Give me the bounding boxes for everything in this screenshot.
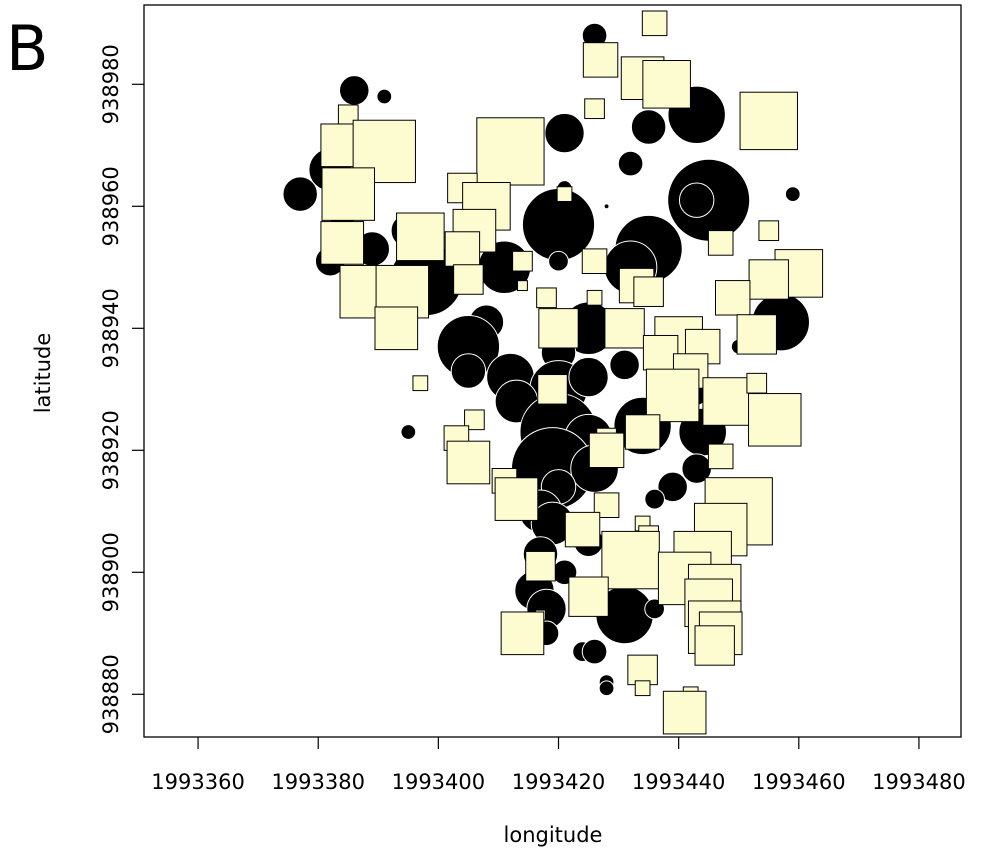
circle-point — [544, 112, 585, 154]
circle-point — [657, 471, 688, 503]
square-point — [736, 314, 777, 355]
square-point — [604, 308, 645, 349]
square-point — [538, 308, 579, 349]
square-point — [627, 654, 658, 686]
square-point — [320, 221, 365, 265]
square-point — [707, 443, 734, 470]
circle-point — [598, 680, 615, 697]
square-point — [586, 289, 603, 306]
x-tick-label: 1993420 — [512, 770, 606, 794]
circle-point — [630, 109, 667, 145]
square-point — [642, 60, 691, 109]
square-point — [642, 334, 679, 371]
square-point — [500, 611, 545, 656]
square-point — [582, 42, 619, 78]
square-point — [556, 186, 573, 202]
square-point — [758, 220, 780, 242]
square-point — [444, 231, 481, 267]
square-point — [748, 259, 789, 300]
circle-point — [609, 349, 640, 381]
square-point — [707, 230, 734, 256]
square-point — [746, 372, 768, 394]
square-point — [601, 530, 660, 590]
x-axis: 1993360 1993380 1993400 1993420 1993440 19934… — [151, 737, 966, 794]
panel-label: B — [6, 12, 49, 85]
y-tick-label: 938880 — [99, 654, 123, 734]
y-axis-label: latitude — [31, 333, 55, 414]
x-tick-label: 1993440 — [632, 770, 726, 794]
square-point — [464, 409, 485, 431]
circle-point — [400, 424, 417, 440]
circle-point — [450, 353, 487, 389]
square-point — [645, 368, 700, 423]
square-point — [525, 550, 556, 582]
square-point — [588, 432, 625, 469]
data-marks — [282, 10, 824, 735]
x-tick-label: 1993380 — [271, 770, 365, 794]
circle-point — [644, 488, 665, 510]
square-point — [476, 117, 545, 186]
square-point — [581, 248, 608, 274]
circle-point — [568, 356, 609, 398]
square-point — [584, 98, 605, 120]
circle-point — [282, 176, 318, 212]
square-point — [624, 414, 661, 450]
square-point — [374, 306, 419, 351]
square-point — [568, 576, 609, 617]
y-tick-label: 938980 — [99, 44, 123, 124]
square-point — [412, 375, 429, 392]
square-point — [633, 276, 664, 307]
y-tick-label: 938940 — [99, 288, 123, 368]
square-point — [634, 680, 651, 697]
x-tick-label: 1993400 — [392, 770, 486, 794]
square-point — [446, 440, 491, 485]
y-tick-label: 938920 — [99, 410, 123, 490]
y-axis: 938880 938900 938920 938940 938960 938980 — [99, 44, 144, 734]
square-point — [536, 287, 557, 309]
x-axis-label: longitude — [504, 823, 603, 847]
circle-point — [678, 182, 715, 218]
square-point — [739, 91, 798, 151]
square-point — [694, 625, 735, 666]
square-point — [494, 477, 539, 521]
y-tick-label: 938900 — [99, 532, 123, 612]
square-point — [748, 393, 802, 447]
circle-point — [784, 186, 801, 202]
square-point — [396, 212, 445, 262]
square-point — [641, 10, 668, 37]
x-tick-label: 1993460 — [752, 770, 846, 794]
plot-frame — [143, 4, 962, 738]
square-point — [564, 511, 601, 548]
circle-point — [548, 250, 569, 272]
circle-point — [603, 203, 610, 210]
square-point — [321, 167, 375, 221]
square-point — [517, 280, 528, 292]
circle-point — [617, 150, 644, 177]
square-point — [715, 280, 751, 316]
circle-point — [581, 638, 608, 665]
circle-point — [376, 88, 393, 105]
x-tick-label: 1993480 — [872, 770, 966, 794]
x-tick-label: 1993360 — [151, 770, 245, 794]
y-tick-label: 938960 — [99, 166, 123, 246]
square-point — [453, 264, 484, 295]
square-point — [662, 690, 707, 735]
square-point — [537, 374, 568, 405]
square-point — [512, 250, 533, 272]
circle-point — [338, 75, 370, 106]
square-point — [702, 377, 751, 426]
